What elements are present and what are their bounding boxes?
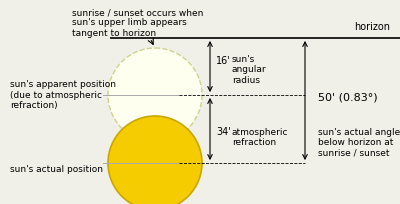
Text: sun's
angular
radius: sun's angular radius [232, 55, 267, 85]
Circle shape [108, 48, 202, 142]
Text: sun's apparent position
(due to atmospheric
refraction): sun's apparent position (due to atmosphe… [10, 80, 116, 110]
Text: 16': 16' [216, 56, 231, 66]
Text: sun's actual angle
below horizon at
sunrise / sunset: sun's actual angle below horizon at sunr… [318, 128, 400, 158]
Text: 50' (0.83°): 50' (0.83°) [318, 93, 378, 103]
Text: atmospheric
refraction: atmospheric refraction [232, 128, 288, 147]
Text: 34': 34' [216, 127, 231, 137]
Text: sunrise / sunset occurs when
sun's upper limb appears
tangent to horizon: sunrise / sunset occurs when sun's upper… [72, 8, 203, 38]
Text: horizon: horizon [354, 22, 390, 32]
Text: sun's actual position: sun's actual position [10, 165, 103, 174]
Circle shape [108, 116, 202, 204]
